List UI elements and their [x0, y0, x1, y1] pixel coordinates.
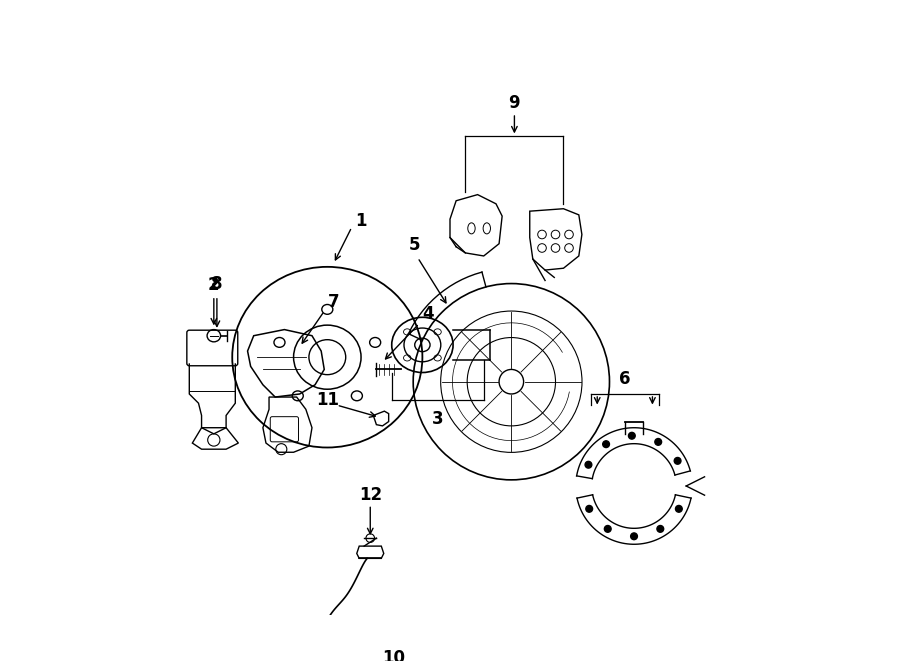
- Circle shape: [655, 438, 661, 446]
- Text: 9: 9: [508, 94, 520, 112]
- Text: 1: 1: [356, 212, 367, 230]
- Text: 8: 8: [212, 274, 222, 293]
- Text: 11: 11: [316, 391, 338, 409]
- Circle shape: [628, 432, 635, 439]
- Circle shape: [674, 457, 681, 464]
- Circle shape: [586, 506, 592, 512]
- Text: 5: 5: [409, 236, 420, 254]
- Text: 10: 10: [382, 649, 405, 661]
- Circle shape: [676, 506, 682, 512]
- Text: 3: 3: [432, 410, 444, 428]
- Circle shape: [585, 461, 592, 468]
- Text: 4: 4: [423, 305, 435, 323]
- Circle shape: [605, 525, 611, 532]
- Circle shape: [657, 525, 663, 532]
- Text: 12: 12: [359, 486, 382, 504]
- Circle shape: [631, 533, 637, 539]
- Circle shape: [603, 441, 609, 447]
- Text: 2: 2: [208, 276, 220, 294]
- Text: 6: 6: [619, 369, 631, 387]
- Text: 7: 7: [328, 293, 339, 311]
